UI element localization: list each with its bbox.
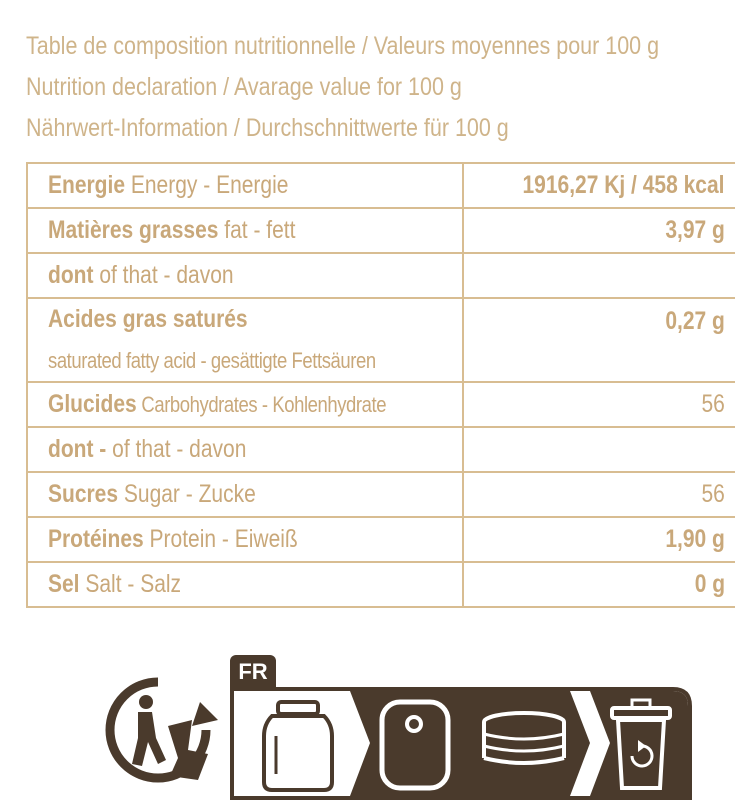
- row-label-bold: Acides gras saturés: [48, 305, 248, 333]
- table-row-saturated: Acides gras saturés saturated fatty acid …: [25, 297, 735, 383]
- row-label-rest: Carbohydrates - Kohlenhydrate: [136, 392, 387, 417]
- row-label-bold: Matières grasses: [48, 216, 219, 244]
- row-value: 0 g: [694, 570, 725, 598]
- row-label-bold: Sucres: [48, 480, 119, 508]
- table-row-sugar: Sucres Sugar - Zucke 56: [25, 471, 735, 518]
- row-label-bold: Energie: [48, 171, 126, 199]
- row-value: 3,97 g: [665, 216, 725, 244]
- header-line-de: Nährwert-Information / Durchschnittwerte…: [26, 114, 509, 142]
- row-label-bold: dont: [48, 261, 94, 289]
- metal-caps-icon: [482, 711, 566, 765]
- table-row-energy: Energie Energy - Energie 1916,27 Kj / 45…: [25, 162, 735, 209]
- row-value: 56: [701, 390, 725, 418]
- table-row-protein: Protéines Protein - Eiweiß 1,90 g: [25, 516, 735, 563]
- row-label-bold: Glucides: [48, 390, 137, 418]
- row-label-rest: of that - davon: [106, 435, 247, 463]
- country-tab: FR: [230, 655, 276, 689]
- row-label-rest: Energy - Energie: [125, 171, 289, 199]
- table-row-of-that-2: dont - of that - davon: [25, 426, 735, 473]
- table-row-fat: Matières grasses fat - fett 3,97 g: [25, 207, 735, 254]
- row-label-rest: fat - fett: [218, 216, 296, 244]
- row-label-bold: Protéines: [48, 525, 144, 553]
- header-line-en: Nutrition declaration / Avarage value fo…: [26, 73, 462, 101]
- row-label-rest: Protein - Eiweiß: [143, 525, 298, 553]
- nutrition-table: Energie Energy - Energie 1916,27 Kj / 45…: [25, 162, 735, 608]
- row-value: 56: [701, 480, 725, 508]
- row-label-bold: dont -: [48, 435, 107, 463]
- header-line-fr: Table de composition nutritionnelle / Va…: [26, 32, 660, 60]
- row-label-rest: Sugar - Zucke: [118, 480, 256, 508]
- row-label-rest: saturated fatty acid - gesättigte Fettsä…: [48, 348, 376, 373]
- table-row-of-that-1: dont of that - davon: [25, 252, 735, 299]
- row-value: 1916,27 Kj / 458 kcal: [522, 171, 725, 199]
- row-label-rest: of that - davon: [93, 261, 234, 289]
- row-label-rest: Salt - Salz: [79, 570, 182, 598]
- row-value: 1,90 g: [665, 525, 725, 553]
- header: Table de composition nutritionnelle / Va…: [26, 26, 735, 149]
- table-row-carbohydrates: Glucides Carbohydrates - Kohlenhydrate 5…: [25, 381, 735, 428]
- table-row-salt: Sel Salt - Salz 0 g: [25, 561, 735, 608]
- recycling-strip: [105, 677, 692, 800]
- row-value: 0,27 g: [665, 307, 725, 335]
- recycling-bin-icon: [610, 698, 672, 790]
- triman-icon: [105, 677, 218, 783]
- glass-jar-icon: [262, 700, 334, 792]
- row-label-bold: Sel: [48, 570, 80, 598]
- lid-icon: [379, 699, 451, 791]
